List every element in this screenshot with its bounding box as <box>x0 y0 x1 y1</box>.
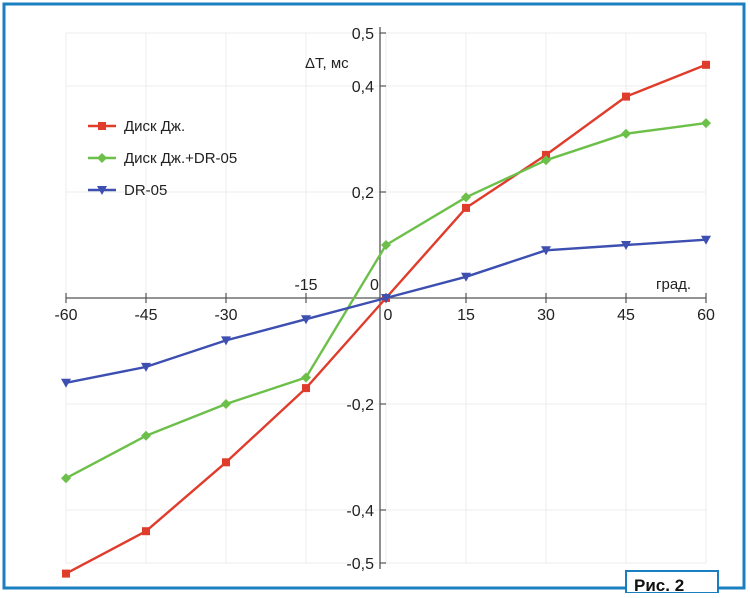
legend-label: DR-05 <box>124 182 167 199</box>
x-tick-label: 15 <box>457 307 475 324</box>
legend-item: Диск Дж.+DR-05 <box>88 150 237 167</box>
data-point <box>541 155 551 166</box>
x-tick-label: 45 <box>617 307 635 324</box>
legend: Диск Дж. Диск Дж.+DR-05 DR-05 <box>88 118 237 199</box>
data-point <box>222 458 230 467</box>
x-tick-label: 60 <box>697 307 715 324</box>
y-tick-label: 0,2 <box>352 185 374 202</box>
legend-item: Диск Дж. <box>88 118 185 135</box>
origin-label: 0 <box>370 277 379 294</box>
series-triangle-down <box>61 235 711 388</box>
data-point <box>701 235 711 245</box>
x-tick-label: -30 <box>214 307 237 324</box>
legend-marker <box>97 186 107 195</box>
data-point <box>221 336 231 346</box>
data-point <box>62 569 70 578</box>
x-tick-label: 0 <box>384 307 393 324</box>
data-point <box>702 60 710 69</box>
x-tick-label: -15 <box>294 277 317 294</box>
series-group <box>61 60 711 578</box>
data-point <box>141 362 151 372</box>
data-point <box>221 399 231 409</box>
legend-item: DR-05 <box>88 182 167 199</box>
series-diamond <box>61 118 711 484</box>
data-point <box>621 128 631 139</box>
figure-label: Рис. 2 <box>634 576 684 593</box>
data-point <box>381 294 391 303</box>
legend-marker <box>98 122 106 130</box>
data-point <box>142 527 150 536</box>
data-point <box>61 378 71 388</box>
x-axis-label: град. <box>656 276 691 293</box>
data-point <box>541 246 551 256</box>
legend-label: Диск Дж.+DR-05 <box>124 150 237 167</box>
data-point <box>61 473 71 484</box>
data-point <box>542 150 550 159</box>
chart-border <box>2 2 746 590</box>
y-axis-label: ΔТ, мс <box>305 55 349 72</box>
x-tick-label: -45 <box>134 307 157 324</box>
data-point <box>141 430 151 441</box>
data-point <box>381 240 391 250</box>
data-point <box>461 192 471 203</box>
legend-label: Диск Дж. <box>124 118 185 135</box>
tick-labels: -60 -45 -30 -15 0 15 30 45 60 0,5 0,4 0,2 -0,2 -0,4 -0… <box>54 26 715 573</box>
data-point <box>462 203 470 212</box>
x-tick-label: -60 <box>54 307 77 324</box>
y-tick-label: -0,4 <box>346 503 374 520</box>
x-tick-label: 30 <box>537 307 555 324</box>
data-point <box>621 241 631 250</box>
data-point <box>701 118 711 129</box>
legend-marker <box>97 153 107 163</box>
data-point <box>302 384 310 393</box>
y-tick-label: -0,5 <box>346 556 374 573</box>
data-point <box>301 315 311 325</box>
y-tick-label: -0,2 <box>346 397 374 414</box>
y-tick-label: 0,5 <box>352 26 374 43</box>
data-point <box>461 272 471 282</box>
y-tick-label: 0,4 <box>352 79 374 96</box>
data-point <box>622 92 630 101</box>
data-point <box>301 372 311 383</box>
